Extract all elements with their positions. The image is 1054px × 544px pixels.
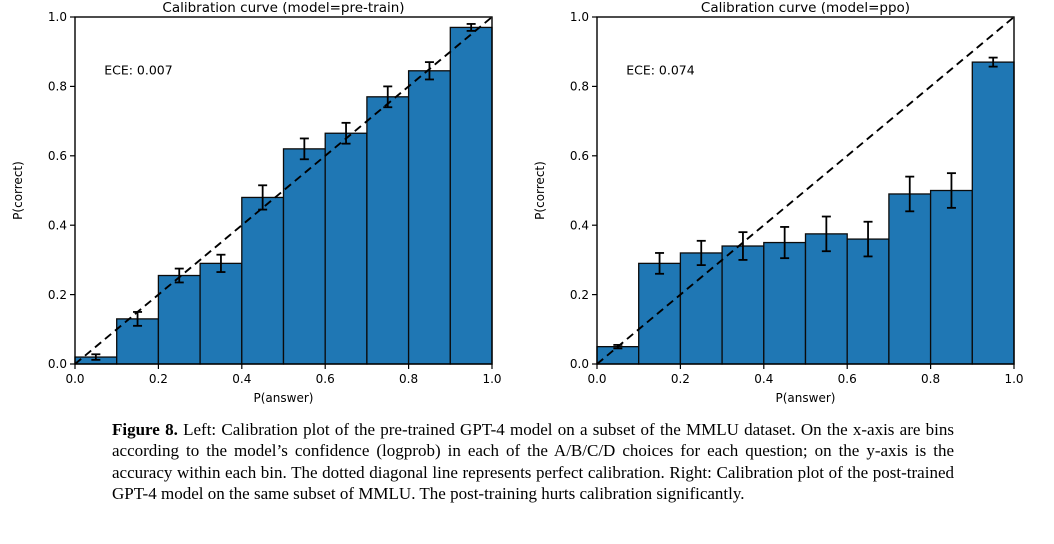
ece-annotation: ECE: 0.074 (626, 62, 695, 77)
hist-bar (449, 26, 493, 365)
error-bar (174, 267, 184, 284)
x-tick-label: 1.0 (1004, 372, 1023, 386)
error-bar (988, 56, 998, 68)
x-tick-label: 0.8 (399, 372, 418, 386)
error-bar (466, 23, 476, 32)
hist-bar (324, 132, 368, 365)
x-tick-label: 1.0 (482, 372, 501, 386)
calibration-chart-ppo: 0.0 0.2 0.4 0.6 0.8 1.0 0.0 0.2 0.4 0.6 0.8 1.0 Cali… (527, 0, 1054, 415)
error-bar (738, 231, 748, 261)
y-tick-label: 0.4 (48, 218, 67, 232)
error-bar (258, 184, 268, 211)
y-tick-label: 0.8 (48, 80, 67, 94)
calibration-chart-pretrain-svg: 0.0 0.2 0.4 0.6 0.8 1.0 0.0 0.2 0.4 0.6 0.8 1.0 Cali… (11, 0, 502, 405)
error-bar (863, 220, 873, 258)
y-tick-label: 1.0 (570, 10, 589, 24)
hist-bar (971, 61, 1015, 365)
hist-bar (241, 196, 285, 365)
x-tick-label: 0.0 (587, 372, 606, 386)
charts-row: 0.0 0.2 0.4 0.6 0.8 1.0 0.0 0.2 0.4 0.6 0.8 1.0 Cali… (0, 0, 1054, 415)
error-bar (780, 226, 790, 260)
y-tick-label: 0.0 (48, 357, 67, 371)
x-tick-label: 0.4 (754, 372, 773, 386)
error-bar (91, 353, 101, 361)
chart-title: Calibration curve (model=ppo) (701, 0, 910, 16)
x-axis-label: P(answer) (254, 391, 314, 405)
x-tick-label: 0.2 (149, 372, 168, 386)
hist-bar (721, 245, 765, 365)
plot-border (596, 16, 1015, 365)
calibration-chart-pretrain: 0.0 0.2 0.4 0.6 0.8 1.0 0.0 0.2 0.4 0.6 0.8 1.0 Cali… (0, 0, 527, 415)
x-tick-label: 0.2 (671, 372, 690, 386)
figure-caption-text: Left: Calibration plot of the pre-traine… (112, 420, 954, 503)
figure-caption-label: Figure 8. (112, 420, 178, 439)
y-tick-label: 0.6 (48, 149, 67, 163)
hist-bar (763, 241, 807, 365)
y-tick-label: 0.0 (570, 357, 589, 371)
error-bar (133, 311, 143, 327)
y-tick-label: 0.6 (570, 149, 589, 163)
error-bar (696, 239, 706, 267)
y-tick-label: 0.2 (48, 288, 67, 302)
y-axis-label: P(correct) (11, 161, 25, 220)
hist-bar (407, 70, 451, 365)
error-bar (424, 61, 434, 81)
error-bar (341, 121, 351, 145)
x-tick-label: 0.6 (838, 372, 857, 386)
hist-bar (888, 193, 932, 365)
hist-bar (282, 148, 326, 365)
hist-bar (929, 189, 973, 365)
hist-bar (199, 262, 243, 365)
x-tick-label: 0.8 (921, 372, 940, 386)
hist-bar (846, 238, 890, 365)
y-tick-label: 0.4 (570, 218, 589, 232)
hist-bar (366, 96, 410, 365)
figure-caption: Figure 8. Left: Calibration plot of the … (112, 419, 954, 504)
y-tick-label: 0.2 (570, 288, 589, 302)
x-tick-label: 0.4 (232, 372, 251, 386)
x-tick-label: 0.0 (65, 372, 84, 386)
error-bar (299, 137, 309, 161)
error-bar (613, 344, 623, 350)
y-axis-label: P(correct) (533, 161, 547, 220)
y-tick-label: 1.0 (48, 10, 67, 24)
hist-bar (804, 233, 848, 365)
error-bar (905, 175, 915, 213)
y-tick-label: 0.8 (570, 80, 589, 94)
error-bar (821, 215, 831, 253)
x-axis-label: P(answer) (776, 391, 836, 405)
error-bar (383, 85, 393, 109)
error-bar (216, 253, 226, 273)
chart-title: Calibration curve (model=pre-train) (162, 0, 404, 16)
hist-bar (679, 252, 723, 365)
x-tick-label: 0.6 (316, 372, 335, 386)
error-bar (655, 252, 665, 275)
calibration-chart-ppo-svg: 0.0 0.2 0.4 0.6 0.8 1.0 0.0 0.2 0.4 0.6 0.8 1.0 Cali… (533, 0, 1024, 405)
ece-annotation: ECE: 0.007 (104, 62, 173, 77)
hist-bar (638, 262, 682, 365)
plot-border (74, 16, 493, 365)
error-bar (946, 172, 956, 209)
